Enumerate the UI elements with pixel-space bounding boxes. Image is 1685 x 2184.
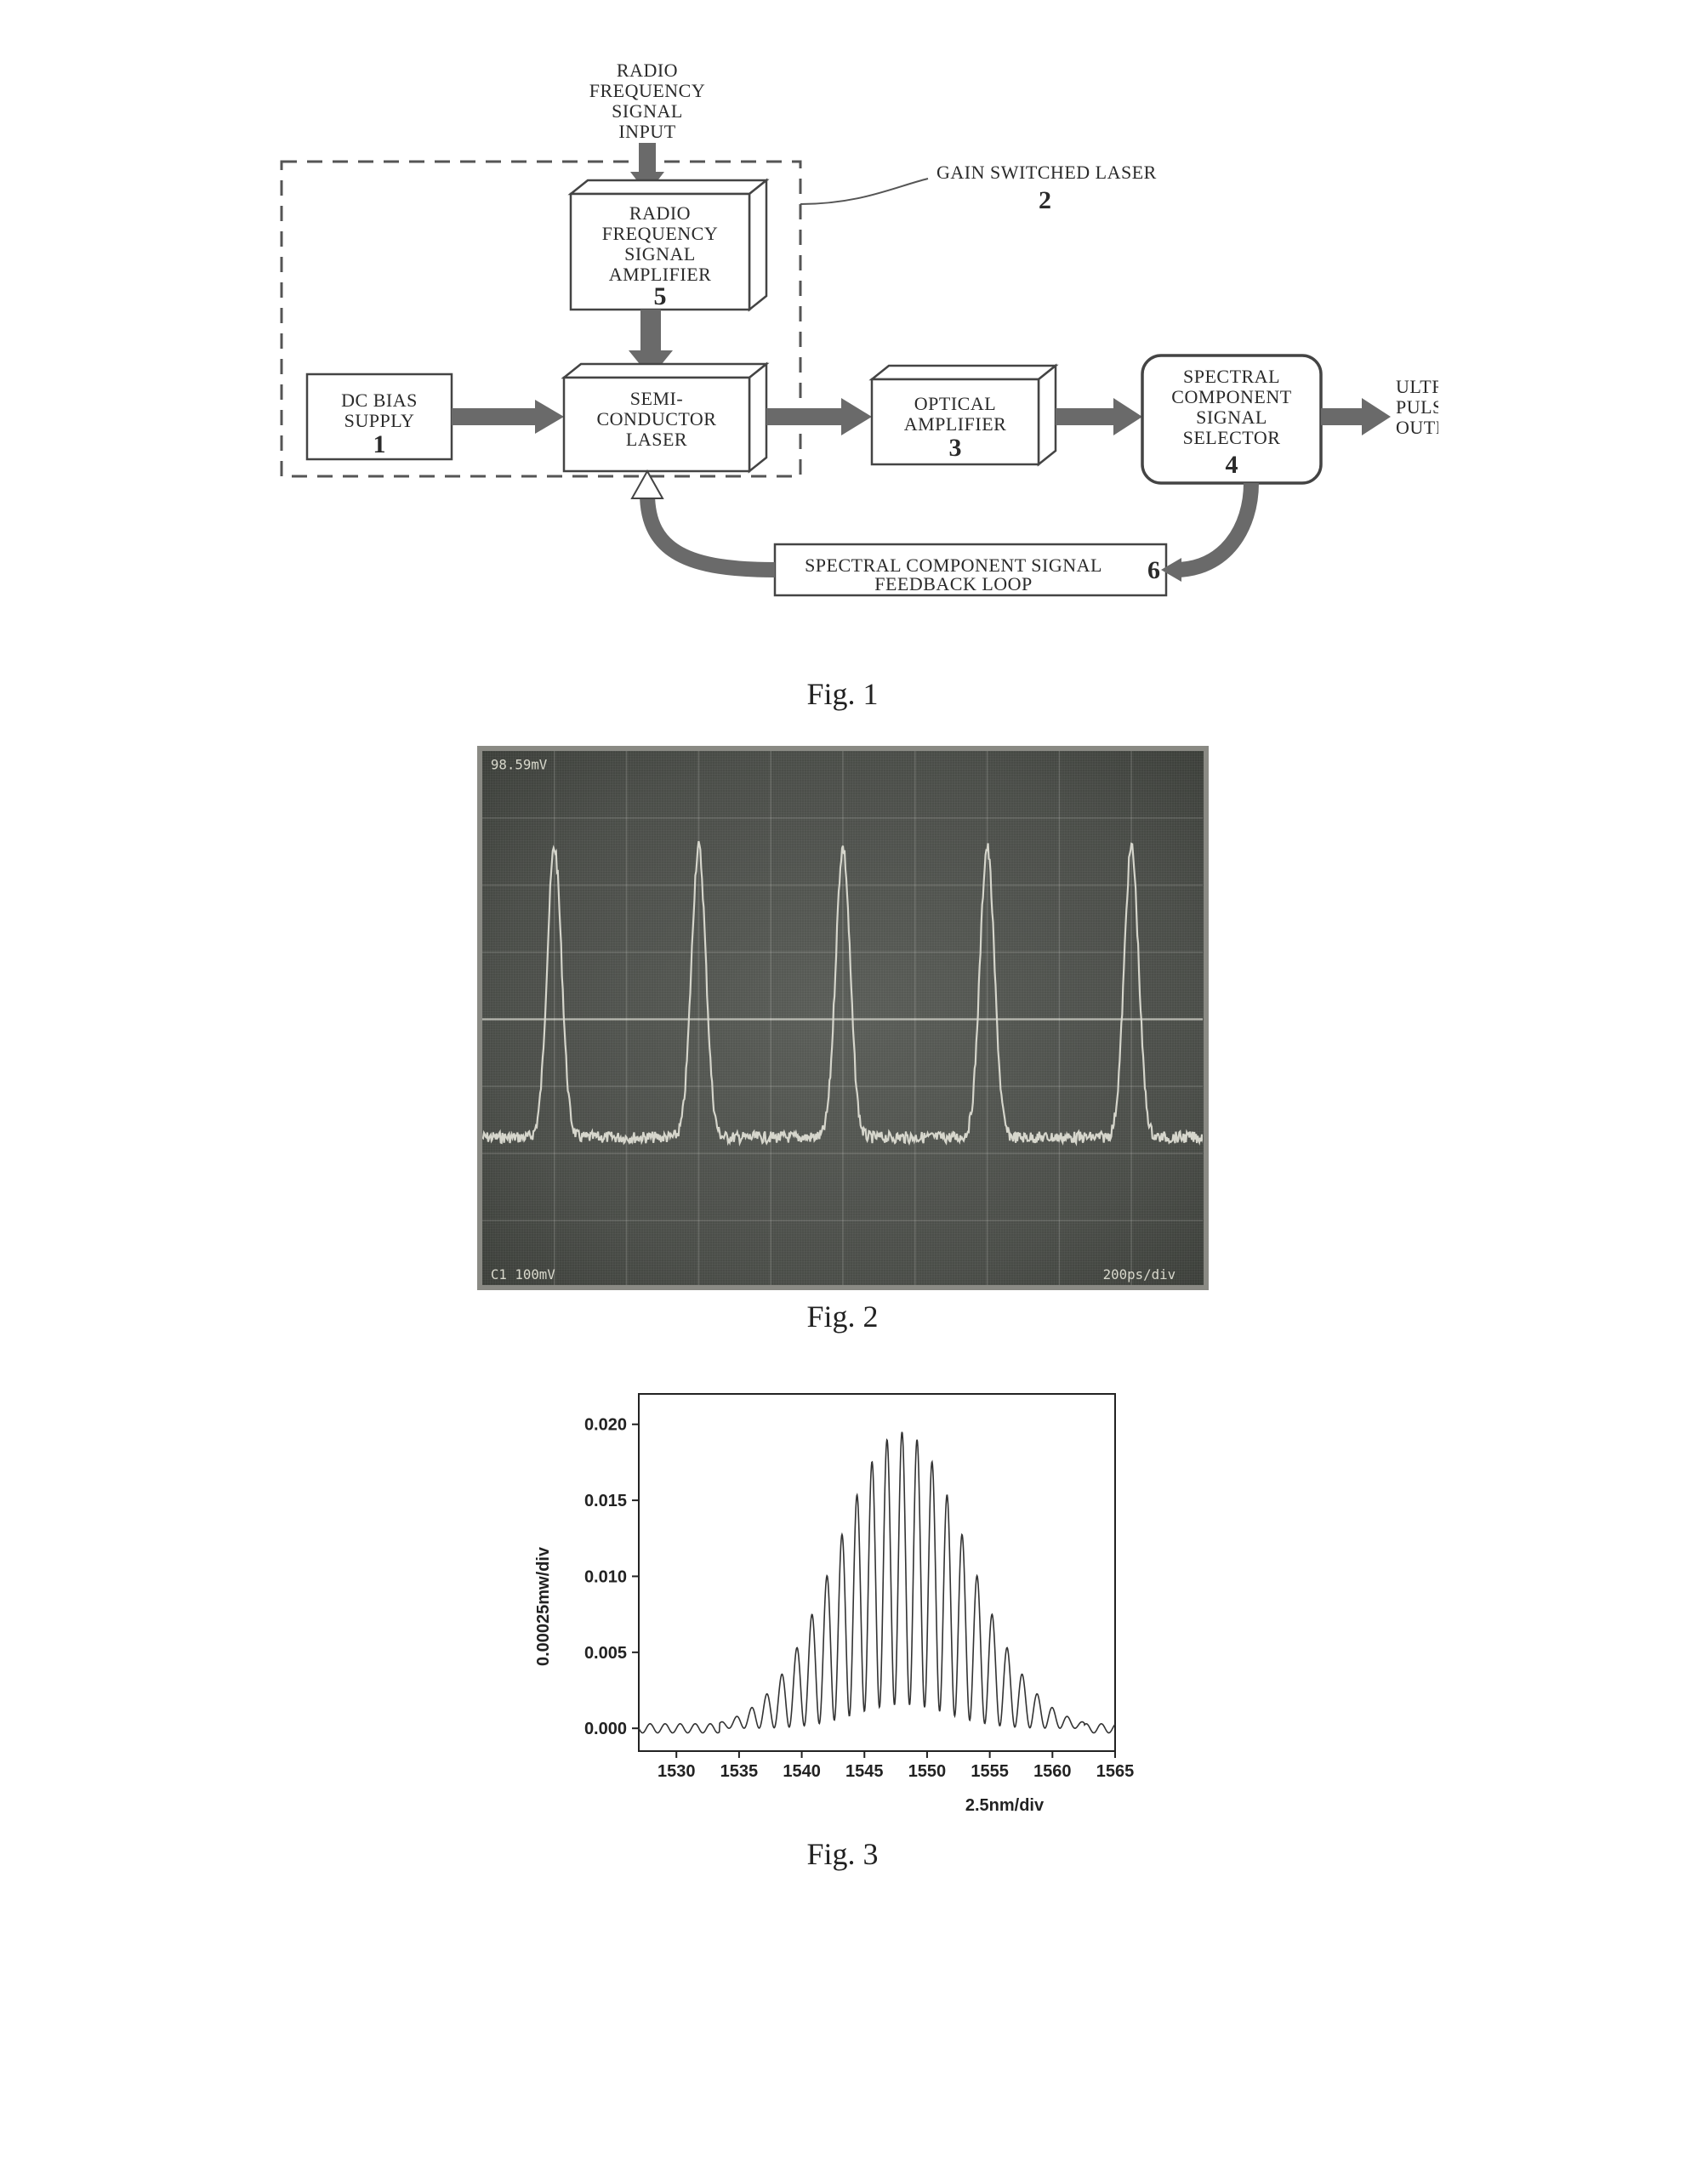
scope-text-tl: 98.59mV [490,757,547,773]
rf-amp-num: 5 [653,282,666,310]
svg-text:1565: 1565 [1096,1762,1134,1781]
y-axis-label: 0.00025mw/div [534,1546,553,1666]
rf-amp-l1: RADIO [629,202,690,224]
scope-text-bl: C1 100mV [490,1266,555,1283]
spectrum-svg: 0.00025mw/div 0.0000.0050.0100.0150.020 … [528,1368,1158,1828]
x-axis-label: 2.5nm/div [965,1796,1044,1815]
figure-2: 98.59mV C1 100mV 200ps/div Fig. 2 [460,746,1226,1334]
rf-amp-l3: SIGNAL [624,243,696,264]
block-diagram-svg: GAIN SWITCHED LASER 2 RADIO FREQUENCY SI… [248,51,1438,663]
feedback-l2: FEEDBACK LOOP [874,573,1033,594]
arrow-optamp-to-selector [1056,398,1142,435]
svg-text:1550: 1550 [908,1762,946,1781]
feedback-box: SPECTRAL COMPONENT SIGNAL FEEDBACK LOOP … [775,544,1166,595]
plot-area: 0.0000.0050.0100.0150.020 15301535154015… [583,1394,1133,1781]
optical-amplifier-box: OPTICAL AMPLIFIER 3 [872,366,1056,464]
sel-l1: SPECTRAL [1182,366,1279,387]
dcbias-num: 1 [373,430,385,458]
figure-3: 0.00025mw/div 0.0000.0050.0100.0150.020 … [520,1368,1166,1872]
dc-bias-box: DC BIAS SUPPLY 1 [307,374,452,459]
oscilloscope-screen: 98.59mV C1 100mV 200ps/div [477,746,1209,1290]
rf-input-label-l3: SIGNAL [612,100,683,122]
group-label: GAIN SWITCHED LASER [936,162,1157,183]
dcbias-l1: DC BIAS [341,390,418,411]
svg-text:1545: 1545 [845,1762,884,1781]
laser-l1: SEMI- [629,388,682,409]
svg-text:0.005: 0.005 [583,1644,626,1663]
x-ticks: 1530 1535 1540 1545 1550 1555 1560 1565 [657,1751,1133,1781]
rf-input-label-l2: FREQUENCY [589,80,705,101]
sel-l4: SELECTOR [1182,427,1280,448]
y-ticks: 0.000 0.005 0.010 0.015 0.020 [583,1416,638,1738]
page: GAIN SWITCHED LASER 2 RADIO FREQUENCY SI… [170,51,1515,1872]
optamp-num: 3 [948,434,961,462]
figure-1: GAIN SWITCHED LASER 2 RADIO FREQUENCY SI… [248,51,1438,712]
arrow-selector-to-output [1321,398,1391,435]
arrow-laser-to-optamp [766,398,872,435]
svg-text:0.000: 0.000 [583,1720,626,1738]
svg-text:0.015: 0.015 [583,1492,626,1510]
svg-text:1560: 1560 [1033,1762,1072,1781]
laser-l3: LASER [625,429,686,450]
rf-amp-l2: FREQUENCY [601,223,718,244]
group-callout-line [800,179,928,204]
svg-text:0.010: 0.010 [583,1567,626,1586]
arrow-feedback-to-laser [647,493,775,570]
sel-l2: COMPONENT [1171,386,1291,407]
dcbias-l2: SUPPLY [344,410,414,431]
scope-text-br: 200ps/div [1102,1266,1175,1283]
output-l3: OUTPUT [1396,417,1438,438]
svg-text:1535: 1535 [720,1762,758,1781]
arrow-selector-to-feedback [1175,483,1251,570]
laser-box: SEMI- CONDUCTOR LASER [564,364,766,471]
scope-svg: 98.59mV C1 100mV 200ps/div [482,751,1204,1288]
output-l2: PULSE SIGNAL [1396,396,1438,418]
svg-text:0.020: 0.020 [583,1416,626,1435]
rf-input-label-l1: RADIO [616,60,677,81]
svg-text:1555: 1555 [971,1762,1009,1781]
fig3-caption: Fig. 3 [806,1836,878,1872]
optamp-l1: OPTICAL [914,393,995,414]
laser-l2: CONDUCTOR [596,408,716,429]
rf-amplifier-box: RADIO FREQUENCY SIGNAL AMPLIFIER 5 [571,180,766,310]
arrow-dc-to-laser [452,400,564,434]
sel-l3: SIGNAL [1196,407,1267,428]
fig2-caption: Fig. 2 [806,1299,878,1334]
rf-input-label-l4: INPUT [618,121,675,142]
feedback-num: 6 [1147,556,1160,584]
group-number: 2 [1039,186,1051,214]
spectrum-trace [639,1432,1115,1733]
output-l1: ULTRASHORT OPTICAL [1396,376,1438,397]
sel-num: 4 [1225,451,1238,479]
svg-text:1530: 1530 [657,1762,695,1781]
fig1-caption: Fig. 1 [248,676,1438,712]
selector-box: SPECTRAL COMPONENT SIGNAL SELECTOR 4 [1142,355,1321,483]
plot-border [639,1394,1115,1751]
optamp-l2: AMPLIFIER [903,413,1006,435]
svg-text:1540: 1540 [783,1762,821,1781]
